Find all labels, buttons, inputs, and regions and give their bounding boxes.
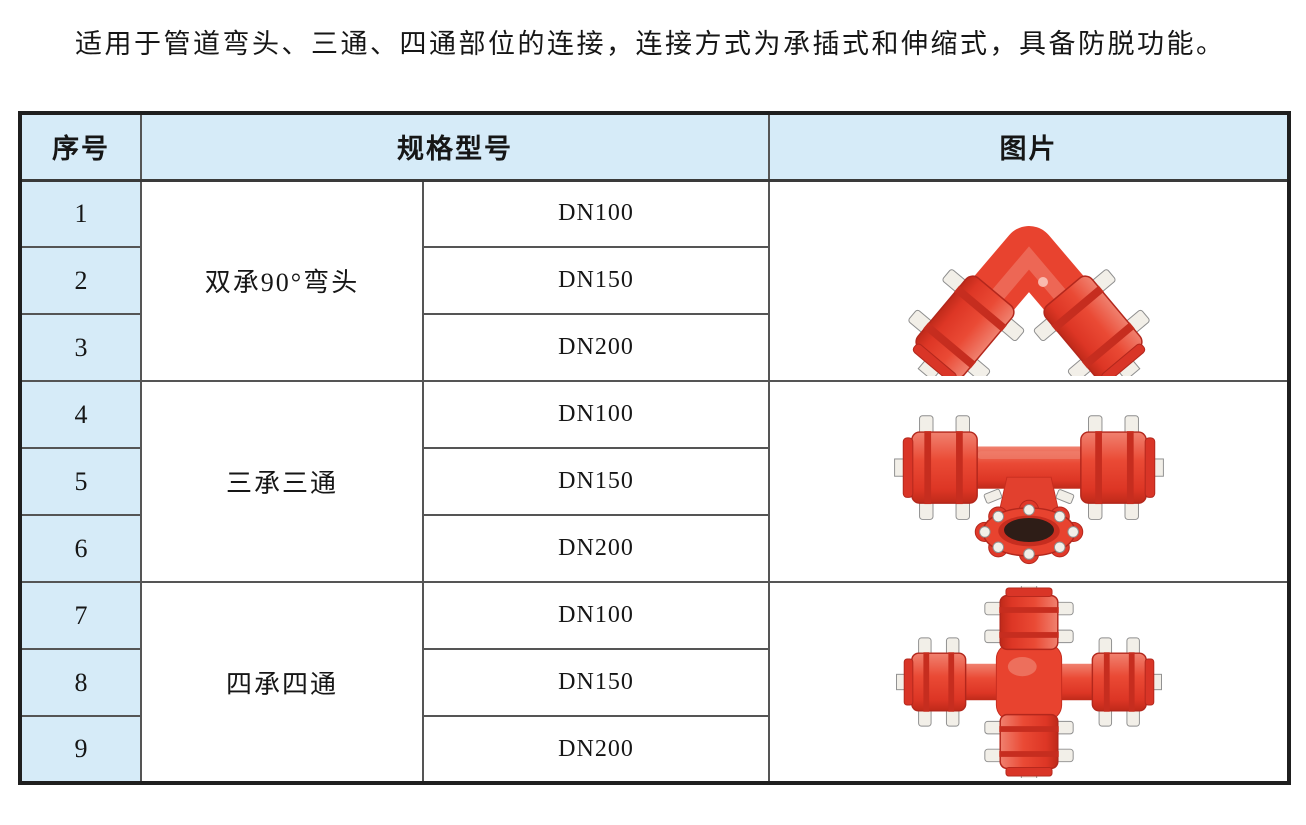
table-row: 1 双承90°弯头 DN100 [19, 179, 1290, 382]
cell-dn: DN150 [422, 648, 770, 717]
table-row: 3 DN200 [19, 313, 1289, 382]
cell-index-8: 8 [19, 648, 142, 717]
table-row: 2 DN150 [19, 246, 1289, 315]
table-row: 7 四承四通 DN100 [19, 581, 1290, 784]
cell-image-elbow [768, 179, 1290, 382]
cell-dn: DN200 [422, 514, 770, 583]
spec-table: 序号 规格型号 图片 1 双承90°弯头 DN100 [18, 111, 1291, 785]
cell-index-3: 3 [19, 313, 142, 382]
table-row: 8 DN150 [19, 648, 1289, 717]
cell-index-5: 5 [19, 447, 142, 516]
cell-index-4: 4 [19, 380, 142, 449]
cell-index-2: 2 [19, 246, 142, 315]
cell-image-tee [768, 380, 1290, 583]
cell-index-1: 1 [19, 179, 142, 248]
cell-name-elbow: 双承90°弯头 [140, 179, 424, 382]
cell-dn: DN200 [422, 313, 770, 382]
cell-dn: DN200 [422, 715, 770, 784]
table-header-row: 序号 规格型号 图片 [19, 112, 1290, 182]
intro-paragraph: 适用于管道弯头、三通、四通部位的连接，连接方式为承插式和伸缩式，具备防脱功能。 [75, 29, 1226, 59]
cell-dn: DN150 [422, 447, 770, 516]
table-row: 9 DN200 [19, 715, 1289, 784]
header-spec: 规格型号 [140, 112, 770, 182]
cell-index-7: 7 [19, 581, 142, 650]
cell-name-tee: 三承三通 [140, 380, 424, 583]
triple-socket-tee-photo [893, 414, 1164, 564]
cell-dn: DN100 [422, 581, 770, 650]
cell-index-9: 9 [19, 715, 142, 784]
tee-bottom-flange [974, 499, 1083, 564]
double-socket-90-elbow-photo [887, 225, 1170, 376]
table-row: 5 DN150 [19, 447, 1289, 516]
cell-dn: DN100 [422, 179, 770, 248]
header-index: 序号 [19, 112, 142, 182]
cell-name-cross: 四承四通 [140, 581, 424, 784]
table-row: 4 三承三通 DN100 [19, 380, 1290, 583]
cell-index-6: 6 [19, 514, 142, 583]
table-row: 6 DN200 [19, 514, 1289, 583]
quad-socket-cross-photo [895, 586, 1162, 778]
cell-image-cross [768, 581, 1290, 784]
cell-dn: DN100 [422, 380, 770, 449]
header-image: 图片 [768, 112, 1290, 182]
cell-dn: DN150 [422, 246, 770, 315]
